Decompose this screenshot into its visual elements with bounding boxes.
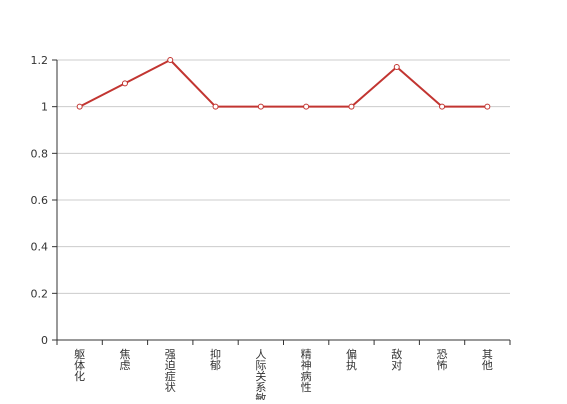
- data-point: [303, 103, 310, 110]
- y-tick-label: 1: [41, 101, 48, 114]
- x-tick-labels: 躯体化 焦虑 强迫症状 抑郁 人际关系敏感 精神病性 偏执 敌对 恐怖 其他: [74, 347, 493, 404]
- y-tick-label: 0.8: [31, 147, 49, 160]
- x-tick-label: 抑郁: [210, 347, 221, 372]
- y-tick-labels: 0 0.2 0.4 0.6 0.8 1 1.2: [31, 54, 49, 347]
- y-tick-label: 0.6: [31, 194, 49, 207]
- data-point: [257, 103, 264, 110]
- x-tick-label: 躯体化: [74, 348, 85, 383]
- x-tick-label: 偏执: [346, 347, 357, 372]
- series-group: [76, 57, 491, 110]
- data-point: [212, 103, 219, 110]
- grid-lines: [57, 59, 510, 294]
- data-point: [348, 103, 355, 110]
- y-tick-label: 0.4: [31, 241, 49, 254]
- series-line: [79, 59, 488, 108]
- y-tick-label: 0.2: [31, 287, 49, 300]
- y-tick-label: 1.2: [31, 54, 49, 67]
- x-tick-label: 强迫症状: [165, 348, 176, 394]
- data-point: [439, 103, 446, 110]
- data-point: [167, 57, 174, 63]
- data-point: [76, 103, 83, 110]
- data-point: [393, 64, 400, 70]
- x-tick-label: 精神病性: [301, 348, 312, 394]
- x-tick-label: 其他: [482, 348, 493, 372]
- x-tick-label: 敌对: [391, 347, 402, 372]
- data-point: [121, 80, 128, 87]
- axes: [52, 59, 511, 345]
- x-tick-label: 焦虑: [119, 348, 130, 372]
- x-tick-label: 人际关系敏感: [255, 348, 266, 400]
- data-point: [484, 103, 491, 110]
- x-tick-label: 恐怖: [437, 348, 448, 372]
- y-tick-label: 0: [41, 334, 48, 347]
